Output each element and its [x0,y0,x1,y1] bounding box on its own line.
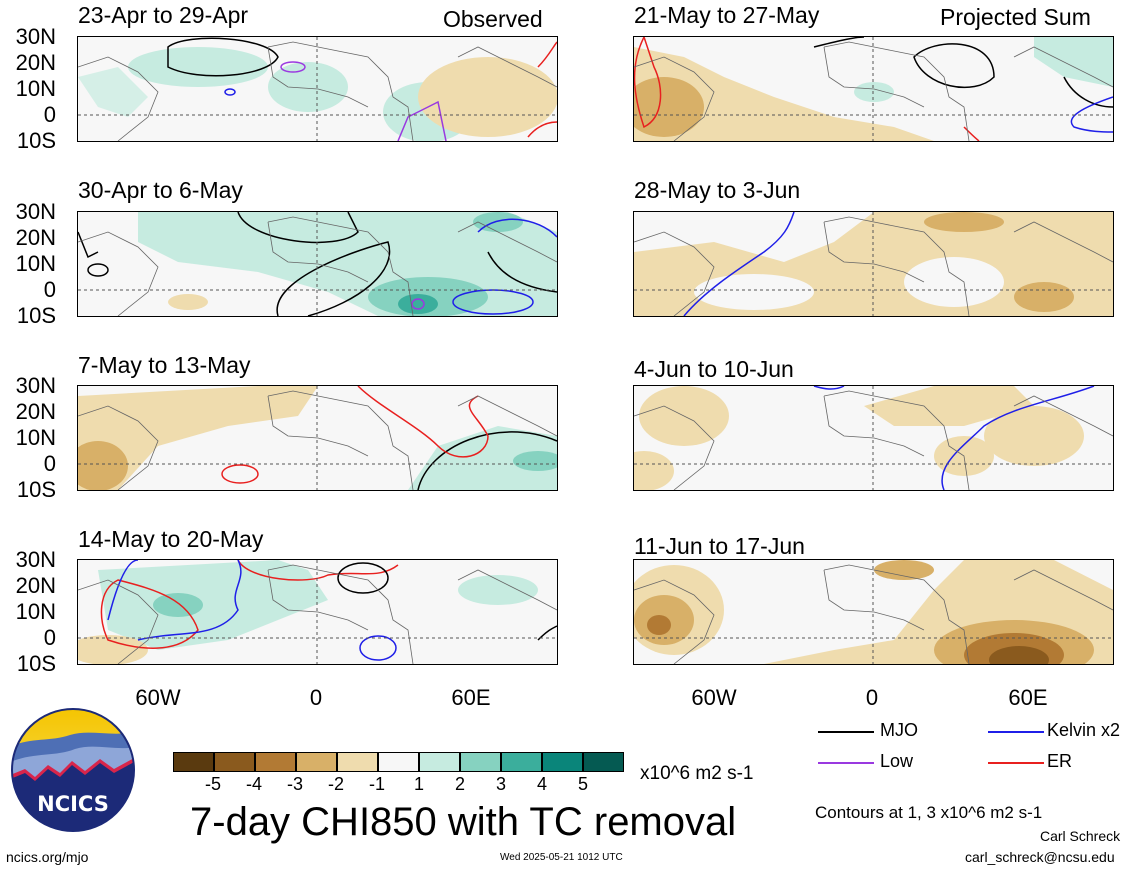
author-email: carl_schreck@ncsu.edu [965,849,1115,865]
lat-label: 20N [15,399,56,424]
map-panel-7 [633,385,1114,491]
map-panel-1 [77,36,558,142]
colorbar-label: 4 [536,774,547,794]
panel-title-6: 28-May to 3-Jun [634,177,801,203]
colorbar-swatch [255,752,296,772]
lat-label: 20N [15,573,56,598]
author: Carl Schreck [1040,828,1121,844]
lat-label: 30N [15,373,56,398]
colorbar-swatch [419,752,460,772]
lat-label: 10N [15,425,56,450]
lat-label: 10S [16,303,56,328]
mjo-legend-line [818,731,874,733]
kelvin-legend-label: Kelvin x2 [1047,720,1121,740]
colorbar-units: x10^6 m2 s-1 [640,763,754,784]
lat-label: 10S [16,651,56,676]
lat-label: 10S [16,128,56,153]
map-panel-8 [633,559,1114,665]
panel-title-5: 21-May to 27-May [634,2,820,28]
low-legend-label: Low [880,751,914,771]
ncics-logo: NCICS [10,707,136,833]
lon-label: 60E [1008,685,1048,710]
panel-title-2: 30-Apr to 6-May [78,177,243,203]
lat-label: 30N [15,24,56,49]
source-url[interactable]: ncics.org/mjo [6,849,89,865]
lon-label: 0 [309,685,323,710]
colorbar-label: 1 [413,774,424,794]
lat-label: 30N [15,547,56,572]
lat-label: 20N [15,50,56,75]
colorbar-label: -4 [245,774,262,794]
lon-label: 60W [135,685,181,710]
lat-label: 10N [15,76,56,101]
panel-title-7: 4-Jun to 10-Jun [634,356,794,382]
logo-text: NCICS [37,792,109,816]
colorbar-label: -2 [327,774,344,794]
colorbar-label: 3 [495,774,506,794]
colorbar-swatch [542,752,583,772]
colorbar-label: 5 [577,774,588,794]
panel-title-8: 11-Jun to 17-Jun [634,533,805,559]
colorbar-swatch [583,752,624,772]
lon-label: 0 [865,685,879,710]
figure-title: 7-day CHI850 with TC removal [190,800,737,844]
lat-label: 0 [43,277,56,302]
lat-label: 30N [15,199,56,224]
colorbar-label: 2 [454,774,465,794]
observed-label: Observed [443,6,543,32]
colorbar-label: -1 [368,774,385,794]
timestamp: Wed 2025-05-21 1012 UTC [500,852,623,863]
lat-label: 10N [15,599,56,624]
panel-title-4: 14-May to 20-May [78,526,264,552]
colorbar-swatch [378,752,419,772]
lat-label: 10N [15,251,56,276]
colorbar-swatch [460,752,501,772]
er-legend-label: ER [1047,751,1073,771]
map-panel-5 [633,36,1114,142]
map-panel-6 [633,211,1114,317]
lat-label: 10S [16,477,56,502]
colorbar-swatch [501,752,542,772]
panel-title-3: 7-May to 13-May [78,352,251,378]
colorbar-label: -5 [204,774,221,794]
kelvin-legend-line [988,731,1044,733]
lon-label: 60E [451,685,491,710]
colorbar-swatch [214,752,255,772]
lat-label: 0 [43,625,56,650]
map-panel-2 [77,211,558,317]
map-panel-3 [77,385,558,491]
colorbar-swatch [296,752,337,772]
colorbar-swatch [337,752,378,772]
map-panel-4 [77,559,558,665]
mjo-legend-label: MJO [880,720,918,740]
lat-label: 20N [15,225,56,250]
lat-label: 0 [43,102,56,127]
lon-label: 60W [691,685,737,710]
low-legend-line [818,762,874,764]
er-legend-line [988,762,1044,764]
colorbar-label: -3 [286,774,303,794]
lat-label: 0 [43,451,56,476]
panel-title-1: 23-Apr to 29-Apr [78,2,249,28]
contour-note: Contours at 1, 3 x10^6 m2 s-1 [815,803,1043,822]
projected-label: Projected Sum [940,4,1091,30]
colorbar-swatch [173,752,214,772]
